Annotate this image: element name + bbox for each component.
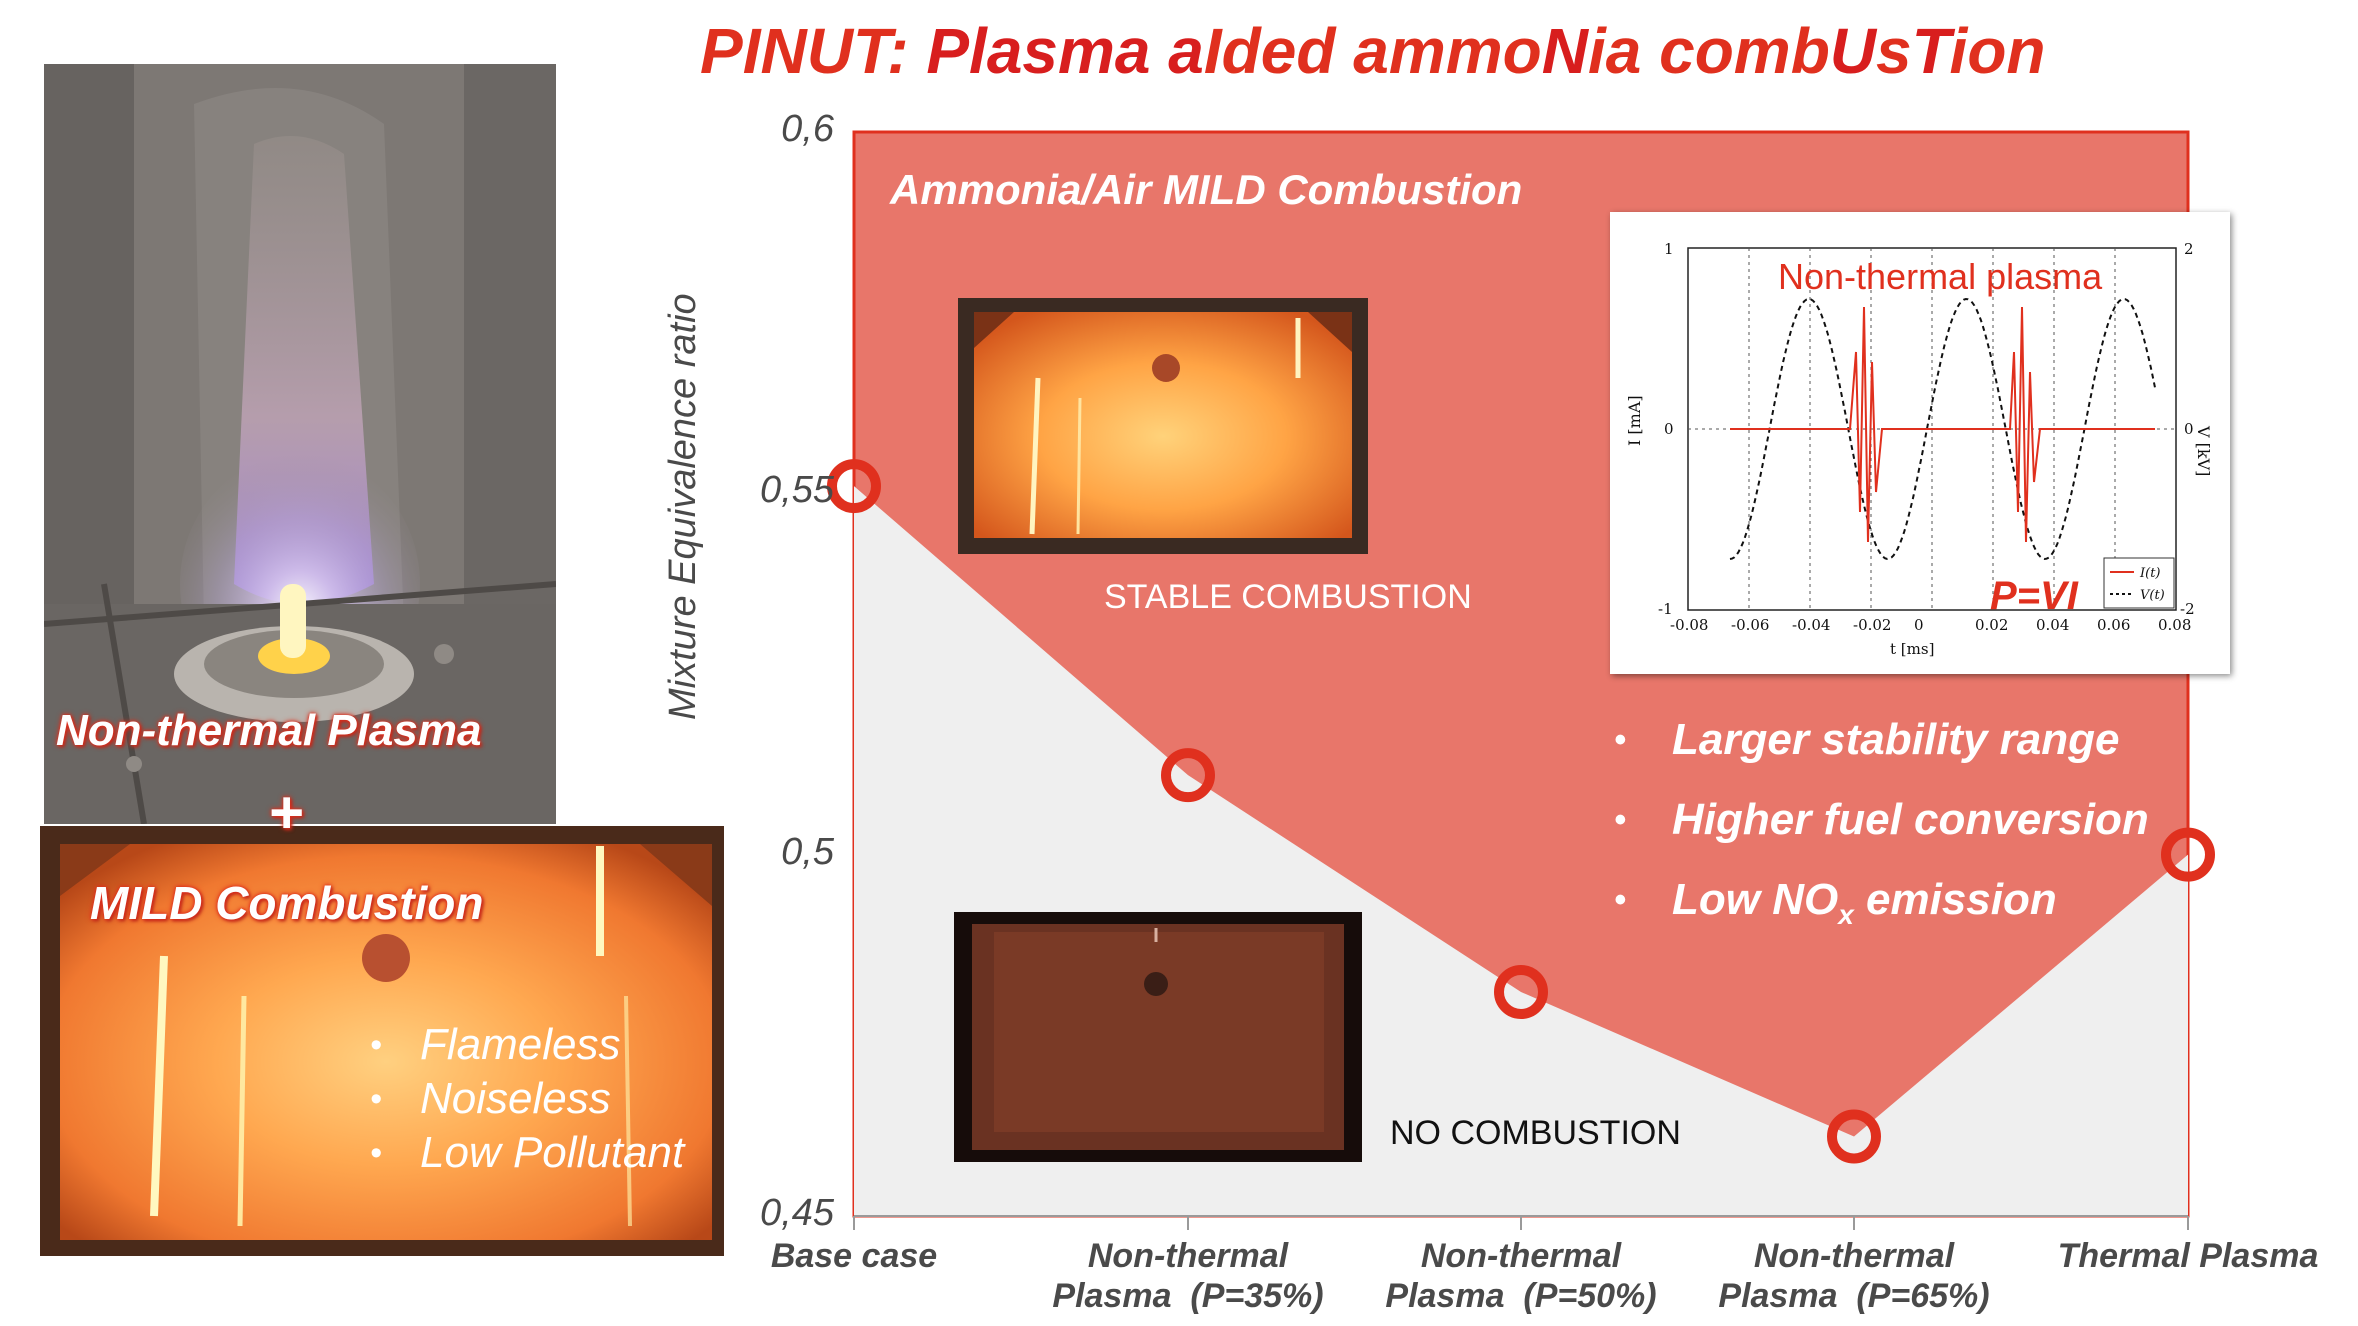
no-combustion-label: NO COMBUSTION bbox=[1390, 1114, 1681, 1152]
title-part: T bbox=[1911, 15, 1950, 87]
inset-ytick-left: 0 bbox=[1664, 420, 1674, 438]
inset-legend-v: V(t) bbox=[2140, 588, 2165, 603]
data-point-marker bbox=[2161, 827, 2215, 882]
plasma-waveform-inset: I [mA] V [kV] I(t) V(t) Non-thermal plas… bbox=[1610, 212, 2230, 674]
title-part: ded ammo bbox=[1221, 15, 1542, 87]
title-part: ia comb bbox=[1587, 15, 1830, 87]
inset-legend-i: I(t) bbox=[2139, 566, 2161, 581]
inset-x-tick: -0.08 bbox=[1670, 616, 1709, 634]
x-tick-label: Thermal Plasma bbox=[2057, 1237, 2319, 1275]
page-title: PINUT: Plasma aIded ammoNia combUsTion bbox=[700, 14, 2200, 88]
data-point-marker bbox=[1494, 964, 1548, 1019]
inset-x-tick: 0.02 bbox=[1975, 616, 2009, 634]
inset-xlabel: t [ms] bbox=[1890, 640, 1935, 658]
title-part: PINUT: bbox=[700, 15, 927, 87]
mild-bullets: Flameless Noiseless Low Pollutant bbox=[370, 1018, 684, 1180]
title-part: I bbox=[1203, 15, 1222, 87]
inset-ylabel-right: V [kV] bbox=[2194, 425, 2213, 476]
x-tick-label: Non-thermal Plasma (P=65%) bbox=[1718, 1237, 1990, 1315]
title-part: s bbox=[1876, 15, 1912, 87]
title-part: Plasma a bbox=[926, 15, 1204, 87]
inset-x-tick: 0.04 bbox=[2036, 616, 2070, 634]
data-point-marker bbox=[1161, 748, 1215, 803]
plasma-label: Non-thermal Plasma bbox=[56, 706, 482, 755]
benefit-subscript: x bbox=[1838, 898, 1854, 930]
plasma-flame-photo bbox=[44, 64, 556, 824]
inset-ylabel-left: I [mA] bbox=[1625, 395, 1644, 446]
inset-x-tick: 0.06 bbox=[2097, 616, 2131, 634]
inset-ytick-right: 2 bbox=[2184, 240, 2194, 258]
title-part: U bbox=[1829, 15, 1876, 87]
benefits-list: Larger stability range Higher fuel conve… bbox=[1600, 700, 2149, 955]
inset-ytick-left: 1 bbox=[1664, 240, 1674, 258]
plus-sign: + bbox=[268, 779, 304, 846]
title-part: ion bbox=[1949, 15, 2046, 87]
inset-x-tick: 0.08 bbox=[2158, 616, 2192, 634]
y-tick-label: 0,6 bbox=[781, 108, 834, 150]
y-tick-label: 0,5 bbox=[781, 830, 834, 873]
stable-region-title: Ammonia/Air MILD Combustion bbox=[890, 166, 1523, 213]
title-part: N bbox=[1541, 15, 1588, 87]
mild-label: MILD Combustion bbox=[90, 877, 484, 929]
y-tick-label: 0,55 bbox=[760, 469, 834, 512]
mild-bullet: Flameless bbox=[370, 1018, 684, 1072]
y-axis-label: Mixture Equivalence ratio bbox=[662, 293, 704, 720]
benefit-item: Larger stability range bbox=[1600, 700, 2149, 780]
inset-ytick-left: -1 bbox=[1658, 600, 1673, 618]
y-tick-label: 0,45 bbox=[760, 1192, 834, 1234]
stable-combustion-label: STABLE COMBUSTION bbox=[1104, 578, 1472, 616]
inset-title: Non-thermal plasma bbox=[1778, 256, 2103, 297]
benefit-text: Low NO bbox=[1672, 875, 1839, 924]
benefit-item: Higher fuel conversion bbox=[1600, 780, 2149, 860]
data-point-marker bbox=[827, 459, 881, 514]
inset-x-tick: 0 bbox=[1914, 616, 1924, 634]
mild-bullet: Low Pollutant bbox=[370, 1126, 684, 1180]
stable-combustion-photo bbox=[958, 298, 1368, 554]
inset-formula: P=VI bbox=[1990, 574, 2078, 618]
x-tick-label: Non-thermal Plasma (P=35%) bbox=[1052, 1237, 1324, 1315]
x-tick-label: Base case bbox=[770, 1237, 938, 1275]
inset-ytick-right: -2 bbox=[2180, 600, 2195, 618]
x-tick-label: Non-thermal Plasma (P=50%) bbox=[1385, 1237, 1657, 1315]
benefit-text: emission bbox=[1853, 875, 2057, 924]
inset-ytick-right: 0 bbox=[2184, 420, 2194, 438]
inset-x-tick: -0.02 bbox=[1853, 616, 1892, 634]
benefit-item: Low NOx emission bbox=[1600, 860, 2149, 955]
no-combustion-photo bbox=[954, 912, 1362, 1162]
inset-x-tick: -0.06 bbox=[1731, 616, 1770, 634]
data-point-marker bbox=[1827, 1109, 1881, 1164]
mild-bullet: Noiseless bbox=[370, 1072, 684, 1126]
inset-x-tick: -0.04 bbox=[1792, 616, 1831, 634]
